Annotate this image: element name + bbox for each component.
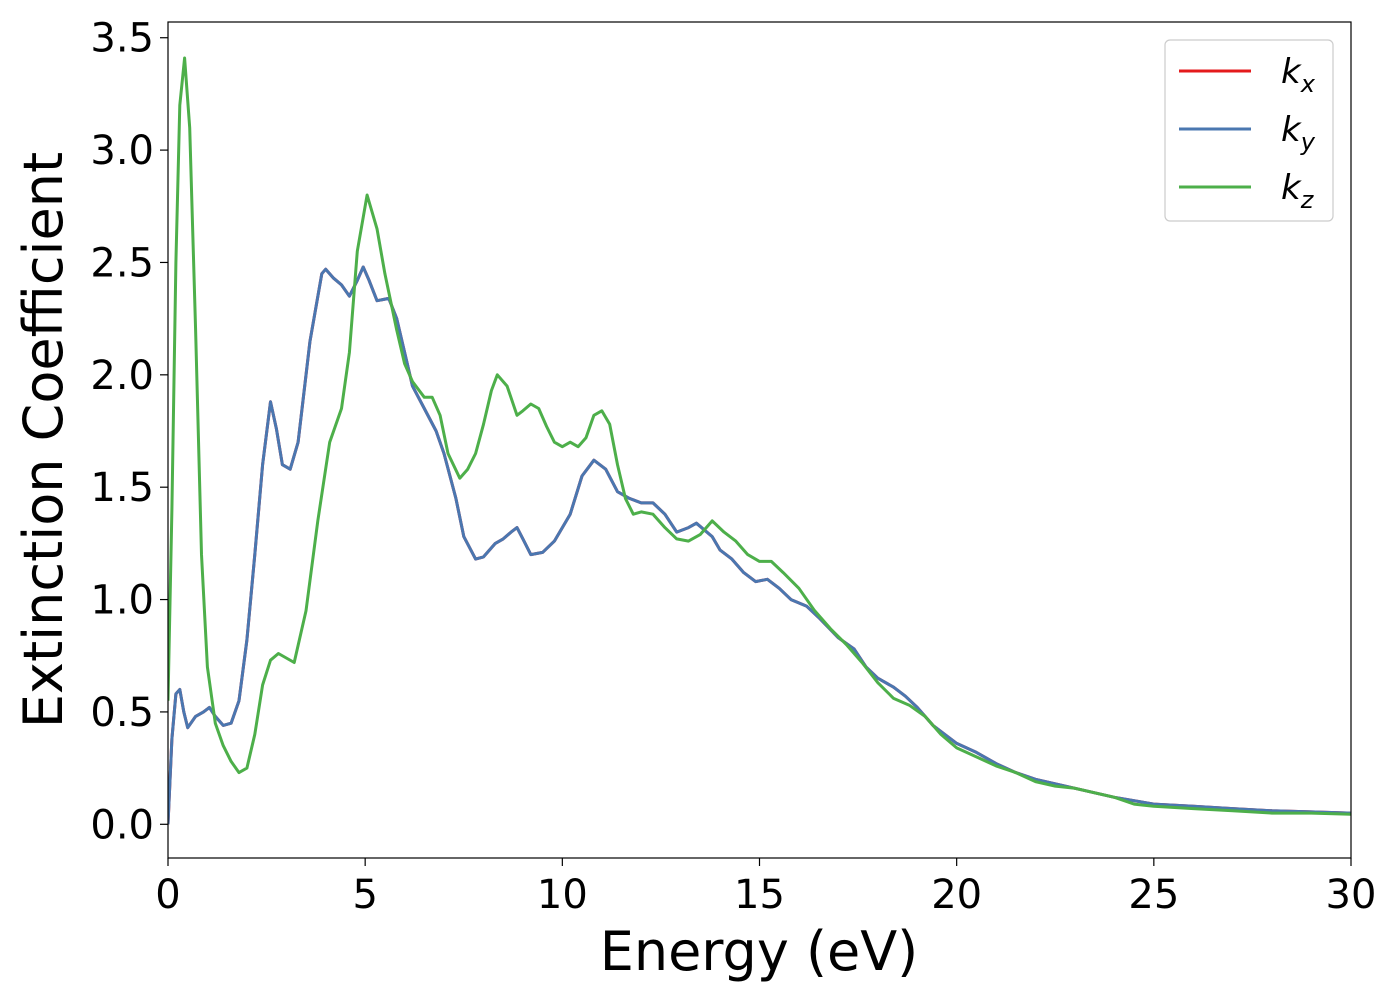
y-tick-label: 2.0 [90,353,154,399]
x-tick-label: 30 [1326,872,1377,918]
series-line-k-x [168,265,1351,825]
y-tick-label: 1.5 [90,465,154,511]
x-tick-label: 0 [155,872,180,918]
y-axis-title: Extinction Coefficient [12,152,75,728]
y-tick-label: 3.5 [90,16,154,62]
legend-label: ky [1281,110,1316,156]
series-line-k-y [168,265,1351,825]
x-axis-title: Energy (eV) [600,920,919,983]
x-tick-label: 15 [734,872,785,918]
x-tick-label: 25 [1128,872,1179,918]
axes: 0 5 10 15 20 25 30 0.0 0.5 1.0 1.5 2.0 2.5 3.0 3.5 [90,16,1376,918]
y-tick-label: 0.5 [90,690,154,736]
y-tick-label: 3.0 [90,128,154,174]
legend: kx ky kz [1164,39,1334,222]
y-tick-label: 1.0 [90,578,154,624]
x-tick-label: 10 [537,872,588,918]
x-tick-label: 20 [931,872,982,918]
y-tick-label: 2.5 [90,240,154,286]
x-tick-label: 5 [352,872,377,918]
legend-label: kz [1281,168,1315,214]
series-line-k-z [168,56,1351,816]
y-tick-label: 0.0 [90,802,154,848]
plot-area [168,56,1351,825]
legend-label: kx [1281,52,1316,98]
